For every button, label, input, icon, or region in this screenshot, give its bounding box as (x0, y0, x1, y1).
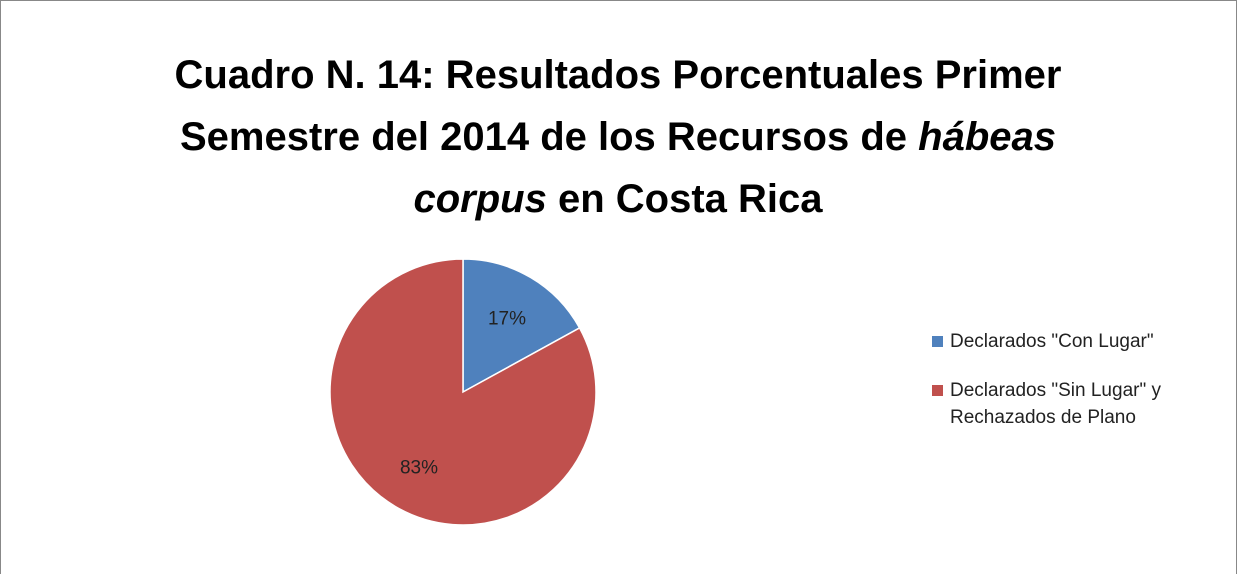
title-run: en Costa Rica (547, 177, 823, 221)
legend-label: Declarados "Sin Lugar" y Rechazados de P… (950, 380, 1161, 428)
pie-slice (462, 258, 581, 394)
legend-swatch (932, 385, 943, 396)
data-label: 17% (488, 309, 526, 330)
legend-item: Declarados "Con Lugar" (932, 328, 1222, 355)
legend: Declarados "Con Lugar" Declarados "Sin Lu… (932, 328, 1222, 453)
chart-title: corpus en Costa Rica (413, 177, 823, 221)
chart-title: Semestre del 2014 de los Recursos de háb… (180, 115, 1056, 159)
legend-swatch (932, 336, 943, 347)
title-run: Cuadro N. 14: Resultados Porcentuales Pr… (175, 53, 1062, 97)
pie-slice (329, 258, 597, 526)
data-label: 83% (400, 457, 438, 478)
title-run: corpus (413, 177, 546, 221)
title-run: Semestre del 2014 de los Recursos de (180, 115, 918, 159)
title-run: hábeas (918, 115, 1056, 159)
legend-label: Declarados "Con Lugar" (950, 331, 1154, 352)
legend-item: Declarados "Sin Lugar" y Rechazados de P… (932, 377, 1222, 431)
chart-title: Cuadro N. 14: Resultados Porcentuales Pr… (175, 53, 1062, 97)
